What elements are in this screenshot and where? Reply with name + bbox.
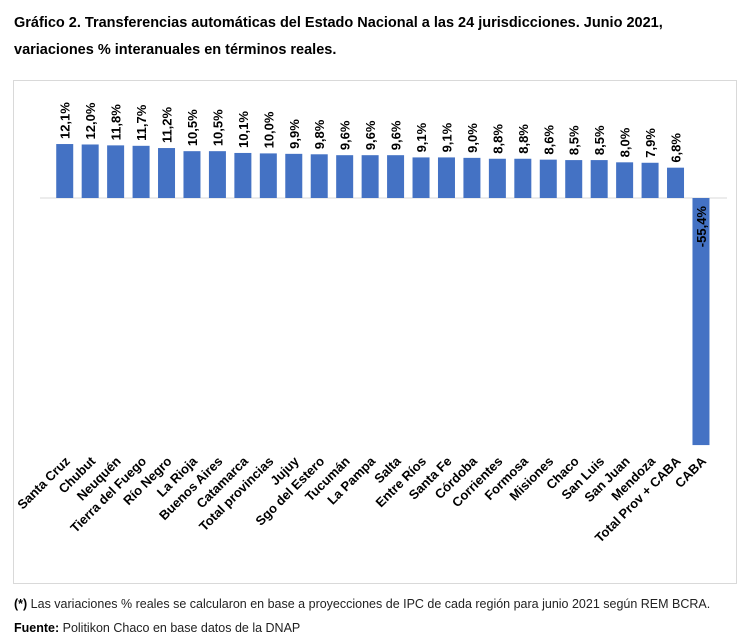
data-label: 8,8% <box>516 124 531 154</box>
data-label: 9,1% <box>439 122 454 152</box>
data-label: 12,1% <box>58 102 73 139</box>
data-label: 11,7% <box>134 104 149 141</box>
bar <box>387 155 405 198</box>
data-label: 8,8% <box>490 124 505 154</box>
data-label: 9,6% <box>389 120 404 150</box>
data-label: 9,6% <box>363 120 378 150</box>
data-label: 10,0% <box>261 111 276 148</box>
data-label: 10,5% <box>210 109 225 146</box>
data-label: 9,6% <box>338 120 353 150</box>
bar <box>463 157 481 198</box>
data-label: 10,1% <box>236 111 251 148</box>
bar <box>208 151 226 198</box>
bar <box>336 155 354 198</box>
bar <box>488 158 506 198</box>
bar <box>107 145 125 198</box>
data-label: 9,0% <box>465 123 480 153</box>
footnote: (*) Las variaciones % reales se calcular… <box>14 592 744 640</box>
data-label: 8,0% <box>618 127 633 157</box>
bar <box>183 151 201 198</box>
bar <box>158 148 176 198</box>
source-label: Fuente: <box>14 621 60 635</box>
bar <box>132 145 150 198</box>
bar <box>259 153 277 198</box>
chart-frame <box>13 80 737 584</box>
chart-title: Gráfico 2. Transferencias automáticas de… <box>14 15 663 58</box>
data-label: 9,8% <box>312 119 327 149</box>
data-label: 12,0% <box>83 102 98 139</box>
data-label: 8,6% <box>541 125 556 155</box>
bar <box>310 154 328 198</box>
footnote-text: Las variaciones % reales se calcularon e… <box>27 597 711 611</box>
bar <box>361 155 379 198</box>
source-text: Politikon Chaco en base datos de la DNAP <box>59 621 301 635</box>
data-label: 7,9% <box>643 128 658 158</box>
bar <box>692 198 710 446</box>
data-label: 11,8% <box>109 104 124 141</box>
bar <box>539 159 557 198</box>
bar <box>56 144 74 198</box>
data-label: 6,8% <box>669 133 684 163</box>
data-label: 9,9% <box>287 119 302 149</box>
bar <box>514 158 532 198</box>
data-label: -55,4% <box>694 206 709 248</box>
data-label: 9,1% <box>414 122 429 152</box>
data-label: 8,5% <box>592 125 607 155</box>
bar <box>641 162 659 198</box>
bar <box>565 160 583 198</box>
data-label: 10,5% <box>185 109 200 146</box>
bar <box>234 152 252 198</box>
bar <box>616 162 634 198</box>
footnote-marker: (*) <box>14 597 28 611</box>
bar <box>81 144 99 198</box>
bar <box>590 160 608 198</box>
data-label: 8,5% <box>567 125 582 155</box>
bar <box>285 153 303 198</box>
bar <box>667 167 685 198</box>
bar <box>437 157 455 198</box>
data-label: 11,2% <box>160 106 175 143</box>
bar <box>412 157 430 198</box>
